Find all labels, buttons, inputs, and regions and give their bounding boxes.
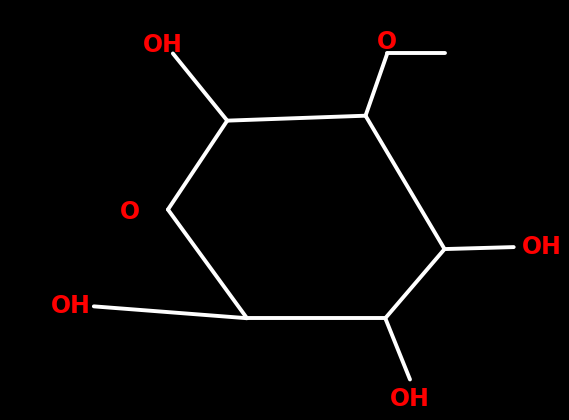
Text: OH: OH: [143, 33, 183, 57]
Text: OH: OH: [51, 294, 91, 318]
Text: OH: OH: [522, 235, 562, 259]
Text: O: O: [377, 29, 397, 54]
Text: O: O: [120, 200, 141, 223]
Text: OH: OH: [390, 387, 430, 411]
